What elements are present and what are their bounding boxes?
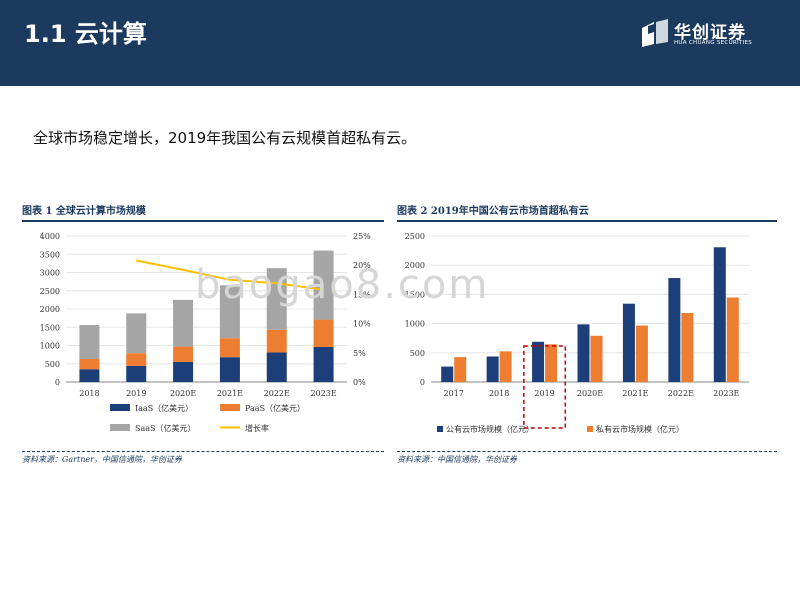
chart2-ytick-label: 2500: [405, 232, 425, 241]
chart1-ytick-label: 2500: [40, 287, 60, 296]
chart1-bar: [219, 338, 240, 358]
chart2-bar: [532, 341, 545, 382]
chart1-xtick-label: 2020E: [170, 389, 196, 398]
chart1-bar: [173, 346, 194, 362]
chart2-ytick-label: 1500: [405, 290, 425, 299]
chart1-bar: [266, 352, 287, 382]
chart2-xtick-label: 2018: [489, 389, 509, 398]
chart1-ytick-label: 4000: [40, 232, 60, 241]
chart2-bar: [499, 351, 512, 382]
chart2-bar: [681, 313, 694, 382]
chart1-bar: [79, 359, 100, 370]
chart1-ytick-label: 500: [45, 360, 60, 369]
chart2-ytick-label: 1000: [405, 320, 425, 329]
chart1-bar: [219, 357, 240, 382]
chart2-highlight-box: [523, 345, 567, 429]
chart2-bar: [668, 278, 681, 382]
chart1-xtick-label: 2022E: [264, 389, 290, 398]
chart2-xtick-label: 2019: [534, 389, 554, 398]
chart1-legend-label: PaaS（亿美元）: [245, 403, 305, 413]
chart2-xtick-label: 2017: [444, 389, 464, 398]
chart1-ytick-label: 1000: [40, 342, 60, 351]
figure2-title: 图表 2 2019年中国公有云市场首超私有云: [397, 206, 589, 217]
chart1-bar: [126, 313, 147, 354]
chart1-xtick-label: 2018: [79, 389, 99, 398]
chart2-bar: [545, 344, 558, 382]
chart1-y2tick-label: 10%: [353, 320, 371, 329]
chart1-ytick-label: 3500: [40, 250, 60, 259]
chart1-bar: [126, 353, 147, 366]
chart1-bar: [313, 346, 334, 382]
chart1-xtick-label: 2021E: [217, 389, 243, 398]
chart1-legend-label: SaaS（亿美元）: [135, 423, 196, 433]
chart1-bar: [219, 285, 240, 339]
chart2-xtick-label: 2021E: [622, 389, 648, 398]
figure2-divider: [397, 220, 777, 222]
chart2-legend-swatch: [437, 426, 443, 432]
header-bar: 1.1 云计算 华创证券 HUA CHUANG SECURITIES: [0, 0, 800, 86]
chart1-bar: [266, 329, 287, 353]
logo-mark-icon: [642, 19, 668, 47]
logo-text-en: HUA CHUANG SECURITIES: [674, 40, 753, 46]
figure1-title: 图表 1 全球云计算市场规模: [22, 206, 146, 217]
chart1-xtick-label: 2023E: [310, 389, 336, 398]
chart1-y2tick-label: 20%: [353, 261, 371, 270]
chart2-bar: [577, 324, 590, 382]
chart1-xtick-label: 2019: [126, 389, 146, 398]
chart1-bar: [173, 299, 194, 347]
chart1-legend-swatch: [110, 424, 130, 431]
chart2-bar: [454, 357, 467, 382]
figure2-source-divider: [397, 451, 777, 452]
chart1-bar: [313, 250, 334, 320]
chart2-bar: [635, 325, 648, 382]
chart2-bar: [622, 303, 635, 382]
chart2-ytick-label: 500: [410, 349, 425, 358]
chart1-ytick-label: 2000: [40, 305, 60, 314]
chart2-bar: [590, 335, 603, 382]
chart1-growth-line: [136, 259, 324, 291]
chart2-bar: [726, 297, 739, 382]
chart2-bar: [486, 356, 499, 382]
chart1-svg: 0 500 1000 1500 2000 2500 3000 3500 4000 0% 5% 10% 1…: [40, 232, 372, 433]
slide-subtitle: 全球市场稳定增长，2019年我国公有云规模首超私有云。: [33, 129, 417, 147]
chart1-bar: [313, 319, 334, 347]
chart1-ytick-label: 3000: [40, 269, 60, 278]
chart1-bar: [79, 369, 100, 382]
chart1-legend-swatch: [110, 404, 130, 411]
chart2-xtick-label: 2020E: [577, 389, 603, 398]
chart2-ytick-label: 2000: [405, 261, 425, 270]
chart1-bar: [173, 361, 194, 382]
chart2-legend-label: 公有云市场规模（亿元）: [446, 424, 534, 434]
figure1-divider: [22, 220, 384, 222]
chart1-y2tick-label: 0%: [353, 378, 366, 387]
chart1-bar: [126, 365, 147, 382]
figure2-source: 资料来源：中国信通院，华创证券: [397, 455, 517, 464]
chart2-legend-swatch: [587, 426, 593, 432]
logo-text-cn: 华创证券: [674, 23, 746, 43]
chart2-xtick-label: 2023E: [713, 389, 739, 398]
chart1-legend-label: 增长率: [245, 423, 269, 433]
chart2-ytick-label: 0: [420, 378, 425, 387]
watermark: baogao8.com: [195, 262, 490, 308]
chart1-legend-label: IaaS（亿美元）: [135, 403, 193, 413]
chart1-legend-swatch: [220, 404, 240, 411]
chart1-y2tick-label: 25%: [353, 232, 371, 241]
chart1-ytick-label: 0: [55, 378, 60, 387]
brand-logo: 华创证券 HUA CHUANG SECURITIES: [640, 18, 790, 54]
chart2-legend-label: 私有云市场规模（亿元）: [596, 424, 684, 434]
chart1-bar: [79, 325, 100, 360]
page-title: 1.1 云计算: [24, 20, 147, 48]
figure1-source: 资料来源：Gartner，中国信通院，华创证券: [22, 455, 182, 464]
chart1-ytick-label: 1500: [40, 323, 60, 332]
chart1-y2tick-label: 15%: [353, 290, 371, 299]
chart2-bar: [713, 247, 726, 382]
chart2-xtick-label: 2022E: [668, 389, 694, 398]
chart2-bar: [441, 366, 454, 382]
chart2-svg: 0 500 1000 1500 2000 2500 2017 2018 2019 2020E 202…: [405, 232, 749, 434]
chart1-y2tick-label: 5%: [353, 349, 366, 358]
figure1-source-divider: [22, 451, 384, 452]
